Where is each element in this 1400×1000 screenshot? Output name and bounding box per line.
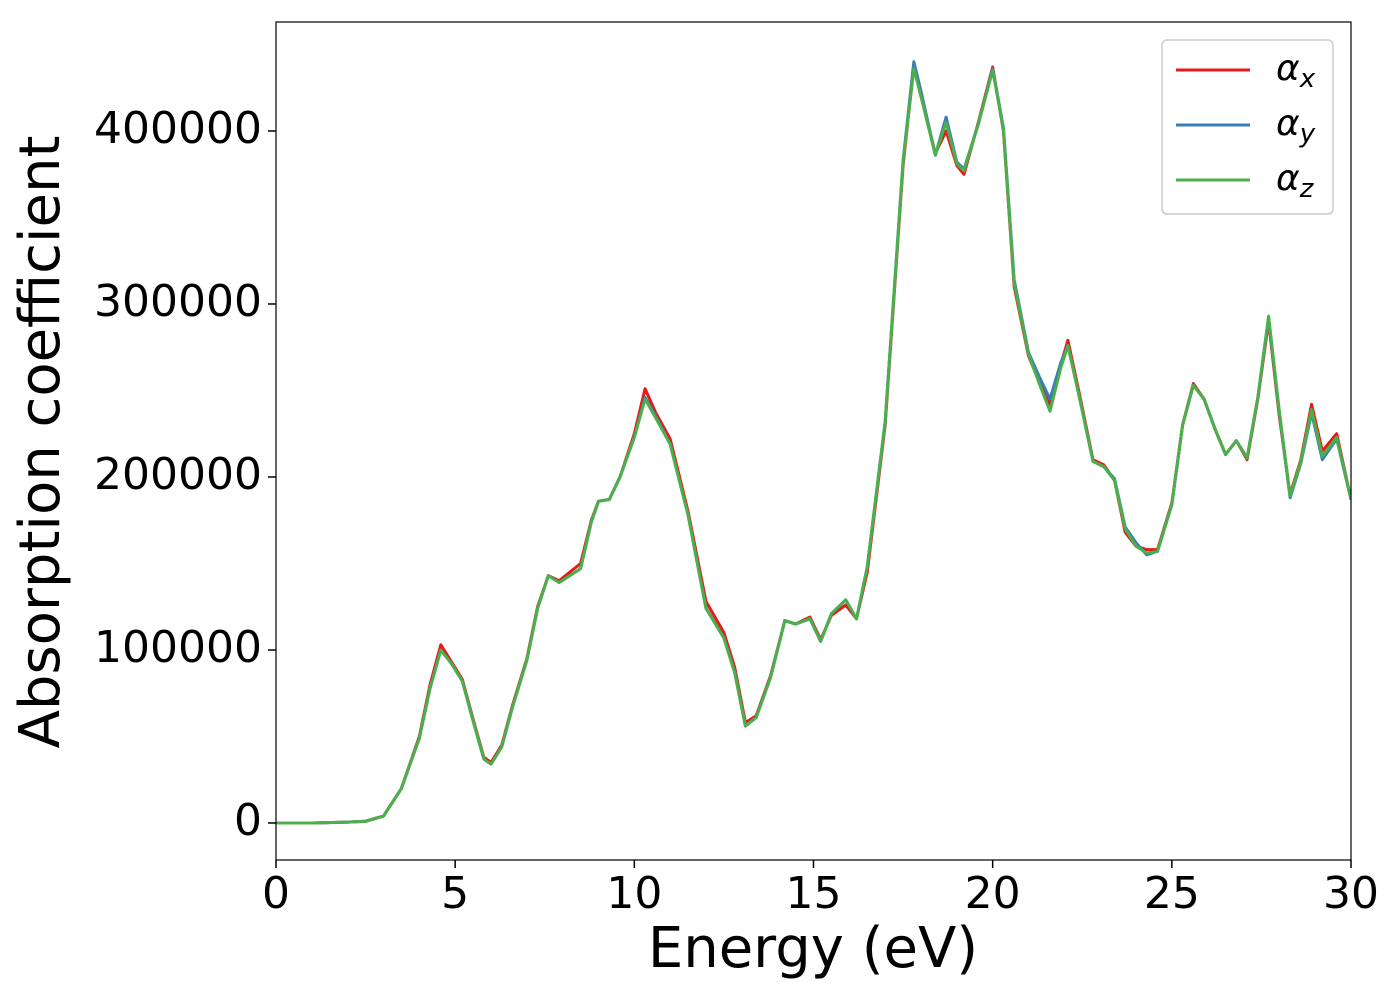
legend-label: αx <box>1276 48 1316 94</box>
x-tick-label: 0 <box>262 868 290 919</box>
y-tick-label: 100000 <box>94 622 262 673</box>
x-tick-label: 15 <box>786 868 842 919</box>
x-tick-label: 10 <box>606 868 662 919</box>
y-tick-label: 200000 <box>94 449 262 500</box>
legend-box <box>1161 39 1334 215</box>
x-tick-label: 5 <box>441 868 469 919</box>
y-tick-label: 300000 <box>94 276 262 327</box>
x-tick-label: 25 <box>1144 868 1200 919</box>
x-tick-label: 30 <box>1323 868 1379 919</box>
legend-label: αy <box>1276 103 1316 149</box>
x-axis-label: Energy (eV) <box>648 916 978 981</box>
plot-frame <box>275 21 1352 861</box>
y-tick-label: 0 <box>234 795 262 846</box>
legend-label: αz <box>1276 158 1315 204</box>
series-line <box>276 67 1351 825</box>
x-tick-label: 20 <box>965 868 1021 919</box>
y-tick-label: 400000 <box>94 103 262 154</box>
y-axis-label: Absorption coefficient <box>8 136 73 749</box>
